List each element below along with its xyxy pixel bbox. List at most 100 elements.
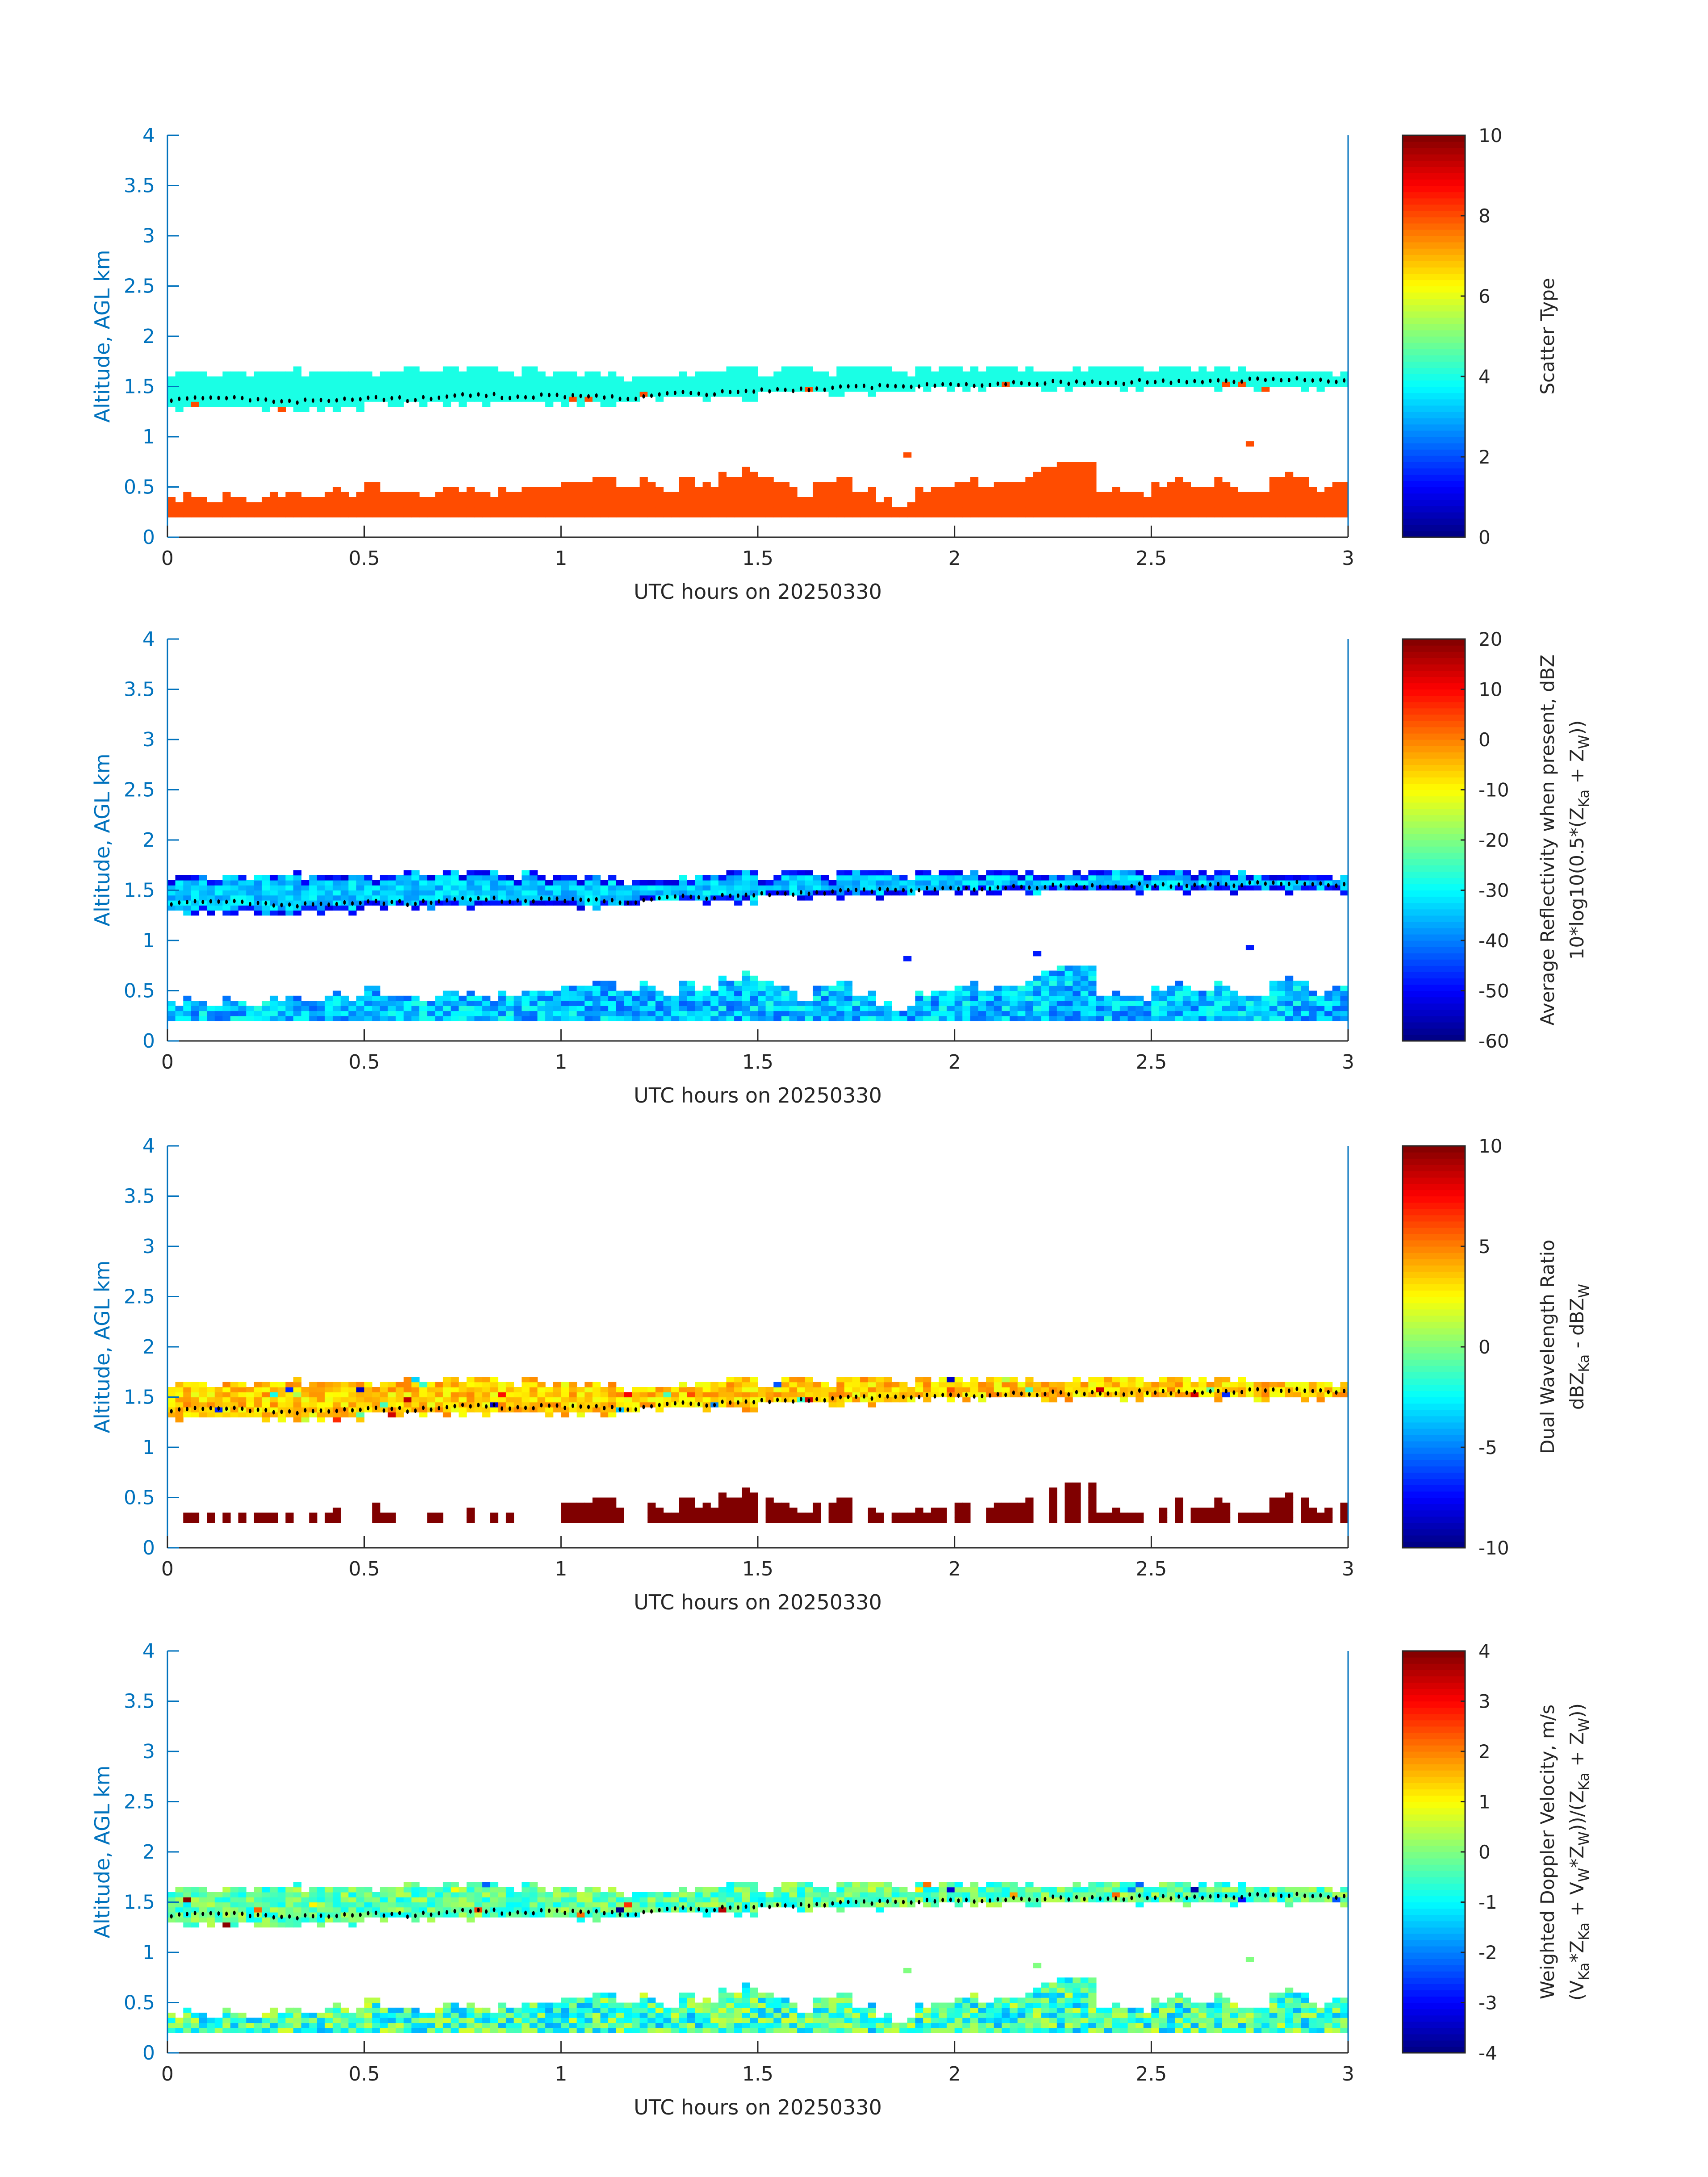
- heatmap-cell: [1214, 381, 1223, 387]
- heatmap-cell: [884, 1382, 892, 1387]
- heatmap-cell: [364, 885, 372, 891]
- heatmap-cell: [1214, 1392, 1223, 1398]
- heatmap-cell: [844, 507, 853, 513]
- heatmap-cell: [167, 1402, 176, 1408]
- heatmap-cell: [309, 1513, 317, 1518]
- cloud-base-point: [296, 400, 299, 405]
- heatmap-cell: [1214, 875, 1223, 881]
- heatmap-cell: [710, 1015, 719, 1021]
- heatmap-cell: [1285, 502, 1294, 508]
- heatmap-cell: [931, 1011, 939, 1016]
- heatmap-cell: [380, 1513, 388, 1518]
- heatmap-cell: [852, 1015, 860, 1021]
- heatmap-cell: [1301, 995, 1309, 1001]
- heatmap-cell: [876, 870, 884, 876]
- heatmap-cell: [167, 1001, 176, 1006]
- heatmap-cell: [561, 512, 569, 518]
- heatmap-cell: [348, 1006, 357, 1011]
- heatmap-cell: [466, 1001, 475, 1006]
- heatmap-cell: [1065, 1397, 1073, 1403]
- heatmap-cell: [789, 497, 798, 502]
- heatmap-cell: [443, 895, 451, 901]
- heatmap-cell: [230, 512, 239, 518]
- heatmap-cell: [687, 482, 695, 488]
- heatmap-cell: [947, 1397, 955, 1403]
- heatmap-cell: [1167, 376, 1175, 382]
- heatmap-cell: [466, 507, 475, 513]
- heatmap-cell: [647, 1392, 656, 1398]
- colorbar-tick-label: -30: [1478, 880, 1509, 902]
- heatmap-cell: [789, 1015, 798, 1021]
- heatmap-cell: [1017, 1006, 1026, 1011]
- heatmap-cell: [317, 910, 326, 916]
- heatmap-cell: [340, 371, 349, 377]
- heatmap-cell: [1033, 990, 1042, 996]
- heatmap-cell: [655, 995, 664, 1001]
- heatmap-cell: [1002, 1006, 1010, 1011]
- cloud-base-point: [681, 389, 685, 394]
- heatmap-cell: [230, 371, 239, 377]
- heatmap-cell: [490, 1387, 498, 1392]
- heatmap-cell: [1238, 1382, 1246, 1387]
- heatmap-cell: [1159, 512, 1168, 518]
- heatmap-cell: [1136, 1397, 1144, 1403]
- heatmap-cell: [222, 1392, 231, 1398]
- heatmap-cell: [639, 477, 648, 482]
- heatmap-cell: [561, 1001, 569, 1006]
- colorbar-segment: [1403, 518, 1465, 525]
- heatmap-cell: [1119, 1006, 1128, 1011]
- heatmap-cell: [1136, 1006, 1144, 1011]
- heatmap-cell: [939, 990, 947, 996]
- heatmap-cell: [1175, 366, 1183, 372]
- heatmap-cell: [1025, 890, 1034, 896]
- heatmap-cell: [915, 502, 923, 508]
- heatmap-cell: [1096, 1006, 1105, 1011]
- heatmap-cell: [828, 381, 837, 387]
- heatmap-cell: [923, 1015, 931, 1021]
- heatmap-cell: [325, 1402, 333, 1408]
- heatmap-cell: [1002, 986, 1010, 991]
- heatmap-cell: [529, 366, 538, 372]
- heatmap-cell: [939, 1001, 947, 1006]
- heatmap-cell: [505, 381, 514, 387]
- heatmap-cell: [647, 1006, 656, 1011]
- heatmap-cell: [183, 502, 192, 508]
- heatmap-cell: [1238, 885, 1246, 891]
- heatmap-cell: [396, 875, 404, 881]
- heatmap-cell: [813, 502, 821, 508]
- heatmap-cell: [380, 890, 388, 896]
- heatmap-cell: [1245, 1001, 1254, 1006]
- heatmap-cell: [529, 1402, 538, 1408]
- heatmap-cell: [459, 1397, 467, 1403]
- heatmap-cell: [947, 1001, 955, 1006]
- heatmap-cell: [947, 870, 955, 876]
- heatmap-cell: [1175, 381, 1183, 387]
- heatmap-cell: [1080, 975, 1089, 981]
- colorbar-segment: [1403, 399, 1465, 406]
- heatmap-cell: [1112, 1377, 1120, 1383]
- heatmap-cell: [1253, 1382, 1262, 1387]
- heatmap-cell: [482, 366, 491, 372]
- heatmap-cell: [419, 401, 428, 407]
- heatmap-cell: [459, 376, 467, 382]
- cloud-base-point: [863, 887, 865, 892]
- cloud-base-point: [288, 398, 291, 403]
- heatmap-cell: [1010, 1006, 1018, 1011]
- heatmap-cell: [1065, 1382, 1073, 1387]
- heatmap-cell: [702, 1015, 711, 1021]
- y-tick-label: 0.5: [124, 476, 155, 499]
- heatmap-cell: [1136, 502, 1144, 508]
- heatmap-cell: [285, 507, 294, 513]
- heatmap-cell: [1041, 467, 1049, 472]
- heatmap-cell: [388, 391, 396, 397]
- heatmap-cell: [986, 1015, 994, 1021]
- heatmap-cell: [553, 1407, 561, 1412]
- heatmap-cell: [1088, 1513, 1097, 1518]
- heatmap-cell: [183, 1412, 192, 1418]
- heatmap-cell: [608, 981, 617, 986]
- heatmap-cell: [1277, 1513, 1286, 1518]
- heatmap-cell: [427, 890, 435, 896]
- heatmap-cell: [828, 986, 837, 991]
- heatmap-cell: [1214, 986, 1223, 991]
- heatmap-cell: [419, 502, 428, 508]
